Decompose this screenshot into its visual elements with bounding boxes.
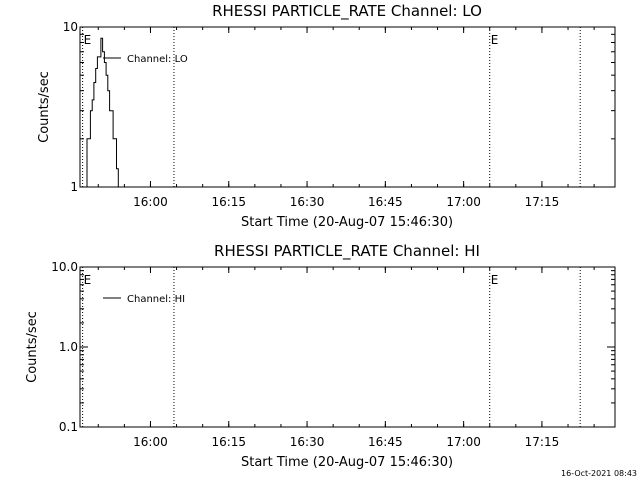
- panel-hi: RHESSI PARTICLE_RATE Channel: HI 16:00 16…: [25, 242, 616, 470]
- panel-lo-legend-label: Channel: LO: [127, 54, 188, 65]
- x-tick-label: 16:15: [211, 435, 246, 449]
- panel-hi-x-axis-label: Start Time (20-Aug-07 15:46:30): [241, 455, 453, 470]
- panel-hi-x-ticks: 16:00 16:15 16:30 16:45 17:00 17:15: [97, 267, 595, 449]
- event-line-label: E: [84, 33, 92, 47]
- x-tick-label: 17:00: [446, 195, 481, 209]
- panel-lo-x-ticks: 16:00 16:15 16:30 16:45 17:00 17:15: [97, 27, 595, 209]
- x-tick-label: 17:00: [446, 435, 481, 449]
- x-tick-label: 16:30: [290, 195, 325, 209]
- y-tick-label: 1.0: [59, 340, 78, 354]
- panel-lo-y-ticks: 1 10: [63, 20, 615, 194]
- panel-hi-y-axis-label: Counts/sec: [25, 311, 40, 383]
- y-tick-label: 10: [63, 20, 78, 34]
- event-line-label: E: [84, 273, 92, 287]
- panel-hi-plot-frame: [79, 266, 616, 428]
- y-tick-label: 0.1: [59, 420, 78, 434]
- panel-lo-title: RHESSI PARTICLE_RATE Channel: LO: [212, 2, 482, 21]
- x-tick-label: 17:15: [525, 195, 560, 209]
- x-tick-label: 16:00: [133, 435, 168, 449]
- x-tick-label: 17:15: [525, 435, 560, 449]
- panel-lo-y-axis-label: Counts/sec: [37, 71, 52, 143]
- event-line-label: E: [491, 33, 499, 47]
- y-tick-label: 1: [70, 180, 78, 194]
- x-tick-label: 16:15: [211, 195, 246, 209]
- panel-hi-legend-label: Channel: HI: [127, 294, 185, 305]
- event-line-label: E: [491, 273, 499, 287]
- x-tick-label: 16:45: [368, 195, 403, 209]
- panel-hi-title: RHESSI PARTICLE_RATE Channel: HI: [214, 242, 480, 261]
- x-tick-label: 16:00: [133, 195, 168, 209]
- y-tick-label: 10.0: [51, 260, 78, 274]
- panel-hi-y-ticks: 0.1 1.0 10.0: [51, 260, 615, 434]
- panel-lo-plot-frame: [79, 26, 616, 188]
- footer-timestamp: 16-Oct-2021 08:43: [561, 469, 637, 478]
- panel-lo-series-line: [83, 37, 119, 188]
- x-tick-label: 16:30: [290, 435, 325, 449]
- panel-lo-x-axis-label: Start Time (20-Aug-07 15:46:30): [241, 215, 453, 230]
- x-tick-label: 16:45: [368, 435, 403, 449]
- panel-lo: RHESSI PARTICLE_RATE Channel: LO 16:00 16…: [37, 2, 616, 230]
